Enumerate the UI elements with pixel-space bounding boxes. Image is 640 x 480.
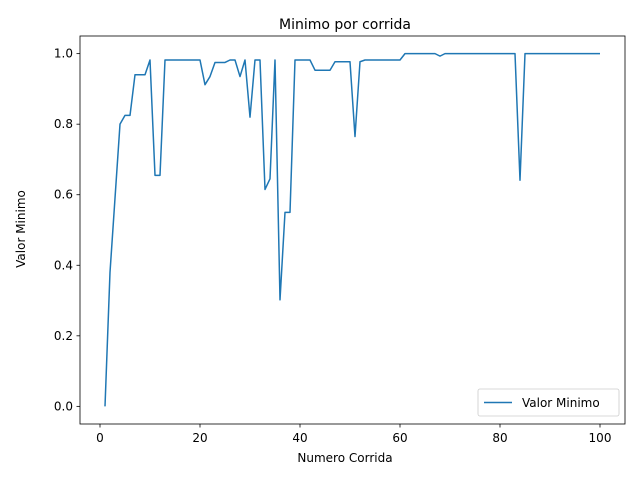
y-axis-label: Valor Minimo xyxy=(14,190,28,268)
y-tick-label: 1.0 xyxy=(54,47,73,61)
legend-label-valor-minimo: Valor Minimo xyxy=(522,396,600,410)
chart-title: Minimo por corrida xyxy=(279,17,411,33)
series-line-valor-minimo xyxy=(104,52,600,407)
x-axis-label: Numero Corrida xyxy=(297,451,392,465)
legend-box xyxy=(477,388,620,417)
x-tick-label: 40 xyxy=(292,431,307,445)
axes-frame xyxy=(79,35,626,425)
y-tick-label: 0.4 xyxy=(54,258,73,272)
y-tick-label: 0.8 xyxy=(54,117,73,131)
x-tick-label: 60 xyxy=(392,431,407,445)
y-tick-label: 0.6 xyxy=(54,188,73,202)
legend: Valor Minimo xyxy=(477,388,620,417)
y-tick-label: 0.0 xyxy=(54,399,73,413)
y-tick-label: 0.2 xyxy=(54,329,73,343)
x-tick-label: 80 xyxy=(492,431,507,445)
x-tick-label: 0 xyxy=(96,431,104,445)
x-tick-label: 20 xyxy=(192,431,207,445)
ticks: 0 20 40 60 80 100 0.0 0.2 0.4 0.6 0.8 1.0 xyxy=(54,47,612,445)
x-tick-label: 100 xyxy=(589,431,612,445)
